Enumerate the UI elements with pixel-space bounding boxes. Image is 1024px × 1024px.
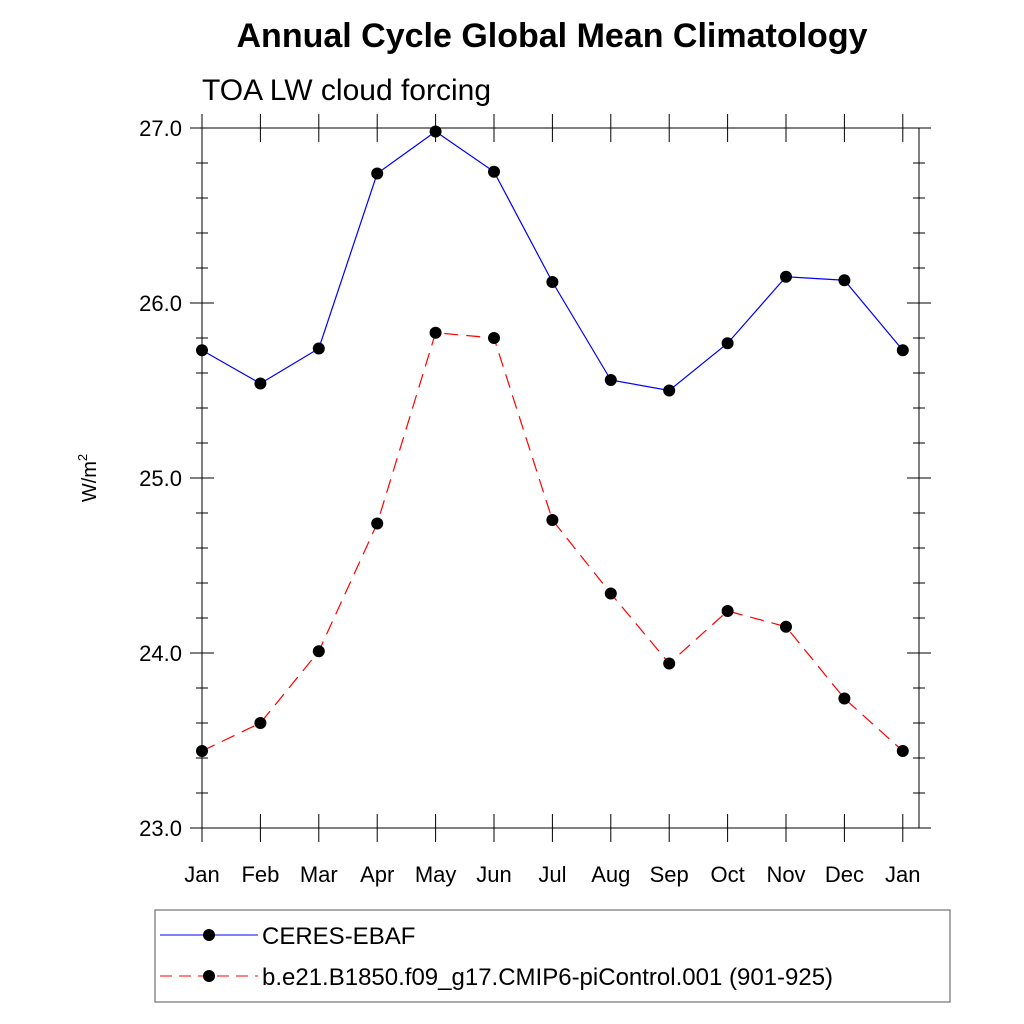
series-0-point <box>312 342 325 355</box>
legend-marker-ceres <box>203 929 215 941</box>
series-line-1 <box>201 332 904 752</box>
x-tick-label: Dec <box>825 862 864 887</box>
y-axis-label-superscript: 2 <box>75 454 90 461</box>
x-tick-label: Sep <box>650 862 689 887</box>
series-0-point <box>254 377 267 390</box>
series-1-point <box>780 620 792 633</box>
series-0-point <box>488 165 500 178</box>
x-tick-label: Jan <box>184 862 219 887</box>
series-0-point <box>838 274 851 287</box>
x-tick-label: Oct <box>710 862 744 887</box>
legend-label-ceres: CERES-EBAF <box>262 923 415 950</box>
chart-title: Annual Cycle Global Mean Climatology <box>237 17 868 55</box>
y-axis-label: W/m2 <box>75 454 101 502</box>
series-0-point <box>546 276 559 288</box>
y-tick-label: 24.0 <box>139 641 182 666</box>
series-1-point <box>488 332 500 344</box>
y-tick-labels: 23.0 24.0 25.0 26.0 27.0 <box>139 116 182 841</box>
series-0-point <box>780 270 792 283</box>
series-1-point <box>429 326 442 339</box>
chart-subtitle: TOA LW cloud forcing <box>202 74 491 107</box>
series-0-point <box>429 125 442 138</box>
y-tick-label: 26.0 <box>139 291 182 316</box>
legend-label-model: b.e21.B1850.f09_g17.CMIP6-piControl.001 … <box>262 964 833 991</box>
x-tick-label: Mar <box>300 862 338 887</box>
x-tick-label: Aug <box>591 862 630 887</box>
legend-box <box>154 909 951 1003</box>
x-tick-label: Jan <box>885 862 920 887</box>
series-1-point <box>838 692 851 705</box>
x-tick-label: Feb <box>241 862 279 887</box>
x-tick-labels: Jan Feb Mar Apr May Jun Jul Aug Sep Oct Nov Dec Jan <box>184 862 920 887</box>
series-1-point <box>604 587 617 600</box>
series-0-point <box>721 337 734 350</box>
legend-marker-model <box>203 970 215 982</box>
x-tick-label: Jul <box>538 862 566 887</box>
y-tick-label: 23.0 <box>139 816 182 841</box>
series-1-point <box>663 657 676 670</box>
series-0-point <box>896 344 909 357</box>
series-1-point <box>312 645 325 658</box>
series-0-point <box>663 384 676 397</box>
x-tick-label: May <box>415 862 457 887</box>
legend: CERES-EBAF b.e21.B1850.f09_g17.CMIP6-piC… <box>154 909 951 1003</box>
series-line-0 <box>201 130 904 392</box>
x-tick-label: Jun <box>476 862 511 887</box>
x-tick-label: Nov <box>766 862 805 887</box>
series-0-point <box>604 374 617 386</box>
y-tick-label: 25.0 <box>139 466 182 491</box>
series-1-point <box>721 605 734 617</box>
series-1-point <box>896 745 909 757</box>
series-1-point <box>371 517 384 530</box>
series-layer <box>196 125 909 757</box>
x-tick-label: Apr <box>360 862 394 887</box>
plot-frame <box>201 127 920 829</box>
series-0-point <box>371 167 384 180</box>
y-tick-label: 27.0 <box>139 116 182 141</box>
series-1-point <box>254 717 267 729</box>
series-1-point <box>546 514 559 526</box>
axis-ticks <box>190 114 931 842</box>
